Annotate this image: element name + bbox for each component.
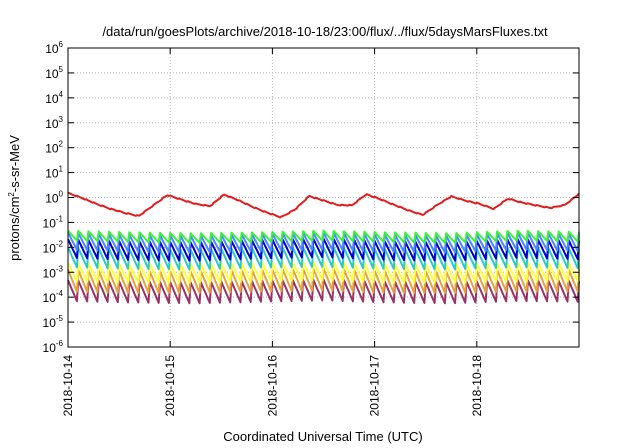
- y-tick-label: 106: [45, 40, 63, 56]
- series-line: [67, 191, 580, 219]
- x-tick-label: 2018-10-17: [368, 355, 382, 417]
- x-tick-label: 2018-10-16: [265, 355, 279, 417]
- y-tick-exponent: -3: [56, 264, 64, 273]
- y-tick-base: 10: [43, 291, 57, 305]
- y-tick-label: 102: [45, 140, 63, 156]
- y-axis-label-prefix: protons/cm: [7, 197, 22, 261]
- y-tick-label: 10-5: [43, 314, 64, 330]
- y-tick-base: 10: [45, 67, 59, 81]
- y-tick-exponent: -2: [56, 239, 64, 248]
- y-tick-label: 10-4: [43, 289, 64, 305]
- x-tick-label: 2018-10-18: [470, 355, 484, 417]
- x-tick-label: 2018-10-15: [163, 355, 177, 417]
- y-tick-exponent: 2: [59, 140, 64, 149]
- series-line: [67, 229, 580, 244]
- y-tick-base: 10: [45, 92, 59, 106]
- y-tick-label: 100: [45, 190, 63, 206]
- y-tick-base: 10: [43, 266, 57, 280]
- y-tick-base: 10: [43, 316, 57, 330]
- y-tick-exponent: 5: [59, 65, 64, 74]
- y-tick-exponent: -4: [56, 289, 64, 298]
- y-tick-exponent: -1: [56, 214, 64, 223]
- y-tick-label: 10-1: [43, 214, 64, 230]
- y-tick-label: 104: [45, 90, 63, 106]
- x-axis-ticks: 2018-10-14 2018-10-15 2018-10-16 2018-10-17…: [61, 48, 484, 416]
- y-tick-base: 10: [43, 241, 57, 255]
- y-tick-exponent: 1: [59, 165, 64, 174]
- y-tick-exponent: -5: [56, 314, 64, 323]
- y-axis-label-sup: 2: [7, 192, 16, 197]
- y-tick-exponent: 4: [59, 90, 64, 99]
- y-axis-label: protons/cm2-s-sr-MeV: [7, 135, 22, 261]
- y-tick-exponent: -6: [56, 339, 64, 348]
- y-tick-base: 10: [45, 192, 59, 206]
- chart-title: /data/run/goesPlots/archive/2018-10-18/2…: [102, 24, 548, 39]
- y-axis-label-suffix: -s-sr-MeV: [7, 135, 22, 192]
- y-tick-label: 101: [45, 165, 63, 181]
- y-tick-base: 10: [45, 142, 59, 156]
- y-tick-exponent: 0: [59, 190, 64, 199]
- y-tick-label: 10-3: [43, 264, 64, 280]
- y-tick-base: 10: [43, 216, 57, 230]
- y-tick-exponent: 6: [59, 40, 64, 49]
- y-tick-base: 10: [45, 42, 59, 56]
- y-tick-exponent: 3: [59, 115, 64, 124]
- y-tick-label: 10-2: [43, 239, 64, 255]
- y-tick-label: 103: [45, 115, 63, 131]
- y-tick-label: 105: [45, 65, 63, 81]
- y-tick-base: 10: [43, 341, 57, 355]
- y-tick-base: 10: [45, 167, 59, 181]
- x-tick-label: 2018-10-14: [61, 355, 75, 417]
- y-tick-base: 10: [45, 117, 59, 131]
- x-axis-label: Coordinated Universal Time (UTC): [223, 429, 422, 444]
- y-axis-ticks: 10-610-510-410-310-210-11001011021031041…: [43, 40, 579, 355]
- y-tick-label: 10-6: [43, 339, 64, 355]
- series-layer: [67, 191, 580, 305]
